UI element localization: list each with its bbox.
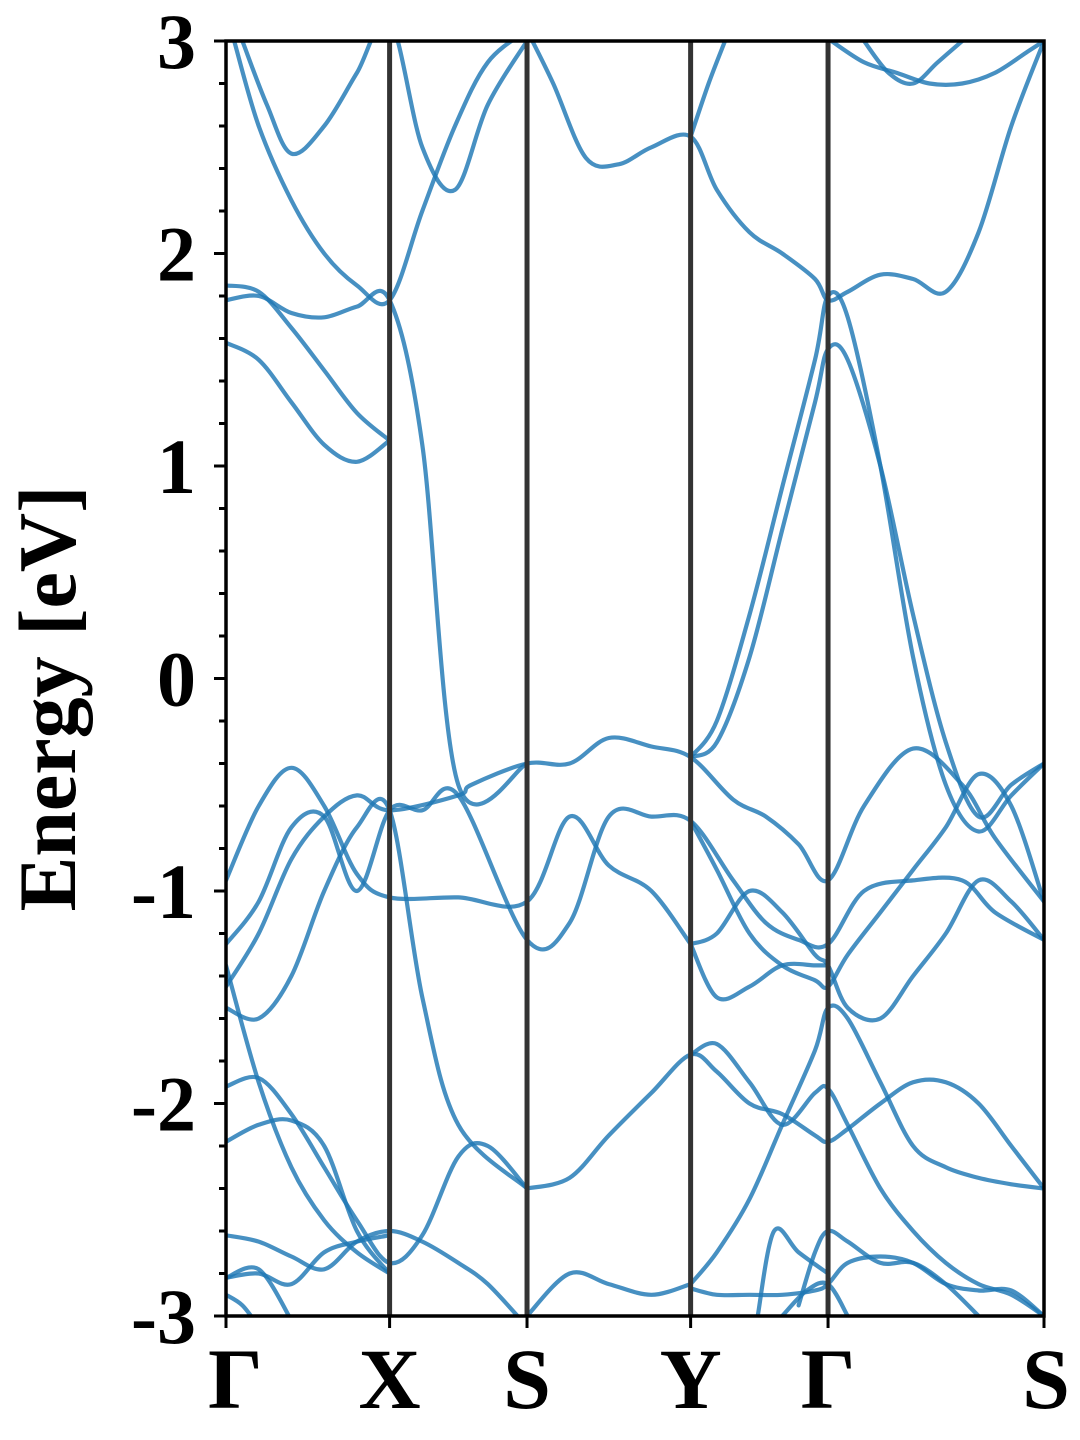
band-line-4 [226, 288, 530, 807]
y-tick-label: 3 [157, 0, 196, 85]
band-line-32 [796, 1228, 981, 1316]
band-line-1 [226, 765, 693, 947]
band-line-27 [226, 1265, 292, 1316]
band-lines [226, 41, 1044, 1316]
x-tick-label: X [359, 1331, 421, 1427]
band-line-13 [688, 290, 1044, 834]
band-line-5 [226, 283, 392, 443]
band-line-18 [688, 942, 831, 1002]
band-line-23 [226, 1074, 530, 1266]
y-tick-label: 0 [157, 636, 196, 723]
band-line-10 [688, 41, 728, 139]
band-line-22 [226, 963, 392, 1276]
band-line-8 [232, 41, 516, 307]
x-tick-label: S [503, 1331, 551, 1427]
plot-frame [224, 39, 1046, 1318]
band-line-11 [829, 41, 1044, 87]
kpoint-lines [387, 41, 831, 1316]
y-tick-label: -1 [131, 848, 196, 935]
y-tick-label: -2 [131, 1061, 196, 1148]
band-line-6 [226, 340, 392, 464]
band-line-7 [240, 41, 530, 194]
x-tick-label: Γ [801, 1331, 856, 1427]
y-axis: -3 -2 -1 0 1 2 3 [131, 0, 226, 1360]
band-line-19 [524, 1051, 1044, 1191]
x-tick-label: Y [660, 1331, 722, 1427]
band-line-14 [688, 342, 1044, 820]
band-line-33 [780, 1280, 850, 1316]
band-line-16 [688, 771, 1044, 990]
band-line-30 [688, 1254, 1044, 1316]
band-line-17 [688, 877, 1044, 1023]
y-axis-title: Energy [eV] [2, 486, 93, 912]
band-line-28 [226, 1292, 254, 1316]
band-line-21 [688, 1003, 1044, 1287]
y-tick-label: -3 [131, 1273, 196, 1360]
band-line-25 [226, 1228, 521, 1316]
band-line-20 [688, 1040, 1044, 1316]
x-tick-label: Γ [208, 1331, 263, 1427]
band-line-26 [226, 1233, 392, 1287]
band-line-15 [226, 796, 530, 1191]
y-tick-label: 2 [157, 211, 196, 298]
band-line-2 [226, 786, 1044, 952]
band-line-3 [226, 735, 1044, 989]
band-line-9 [530, 41, 1044, 303]
band-line-24 [226, 1117, 392, 1276]
y-tick-label: 1 [157, 423, 196, 510]
x-tick-label: S [1022, 1331, 1070, 1427]
band-line-12 [861, 41, 965, 86]
band-line-29 [524, 1270, 693, 1316]
